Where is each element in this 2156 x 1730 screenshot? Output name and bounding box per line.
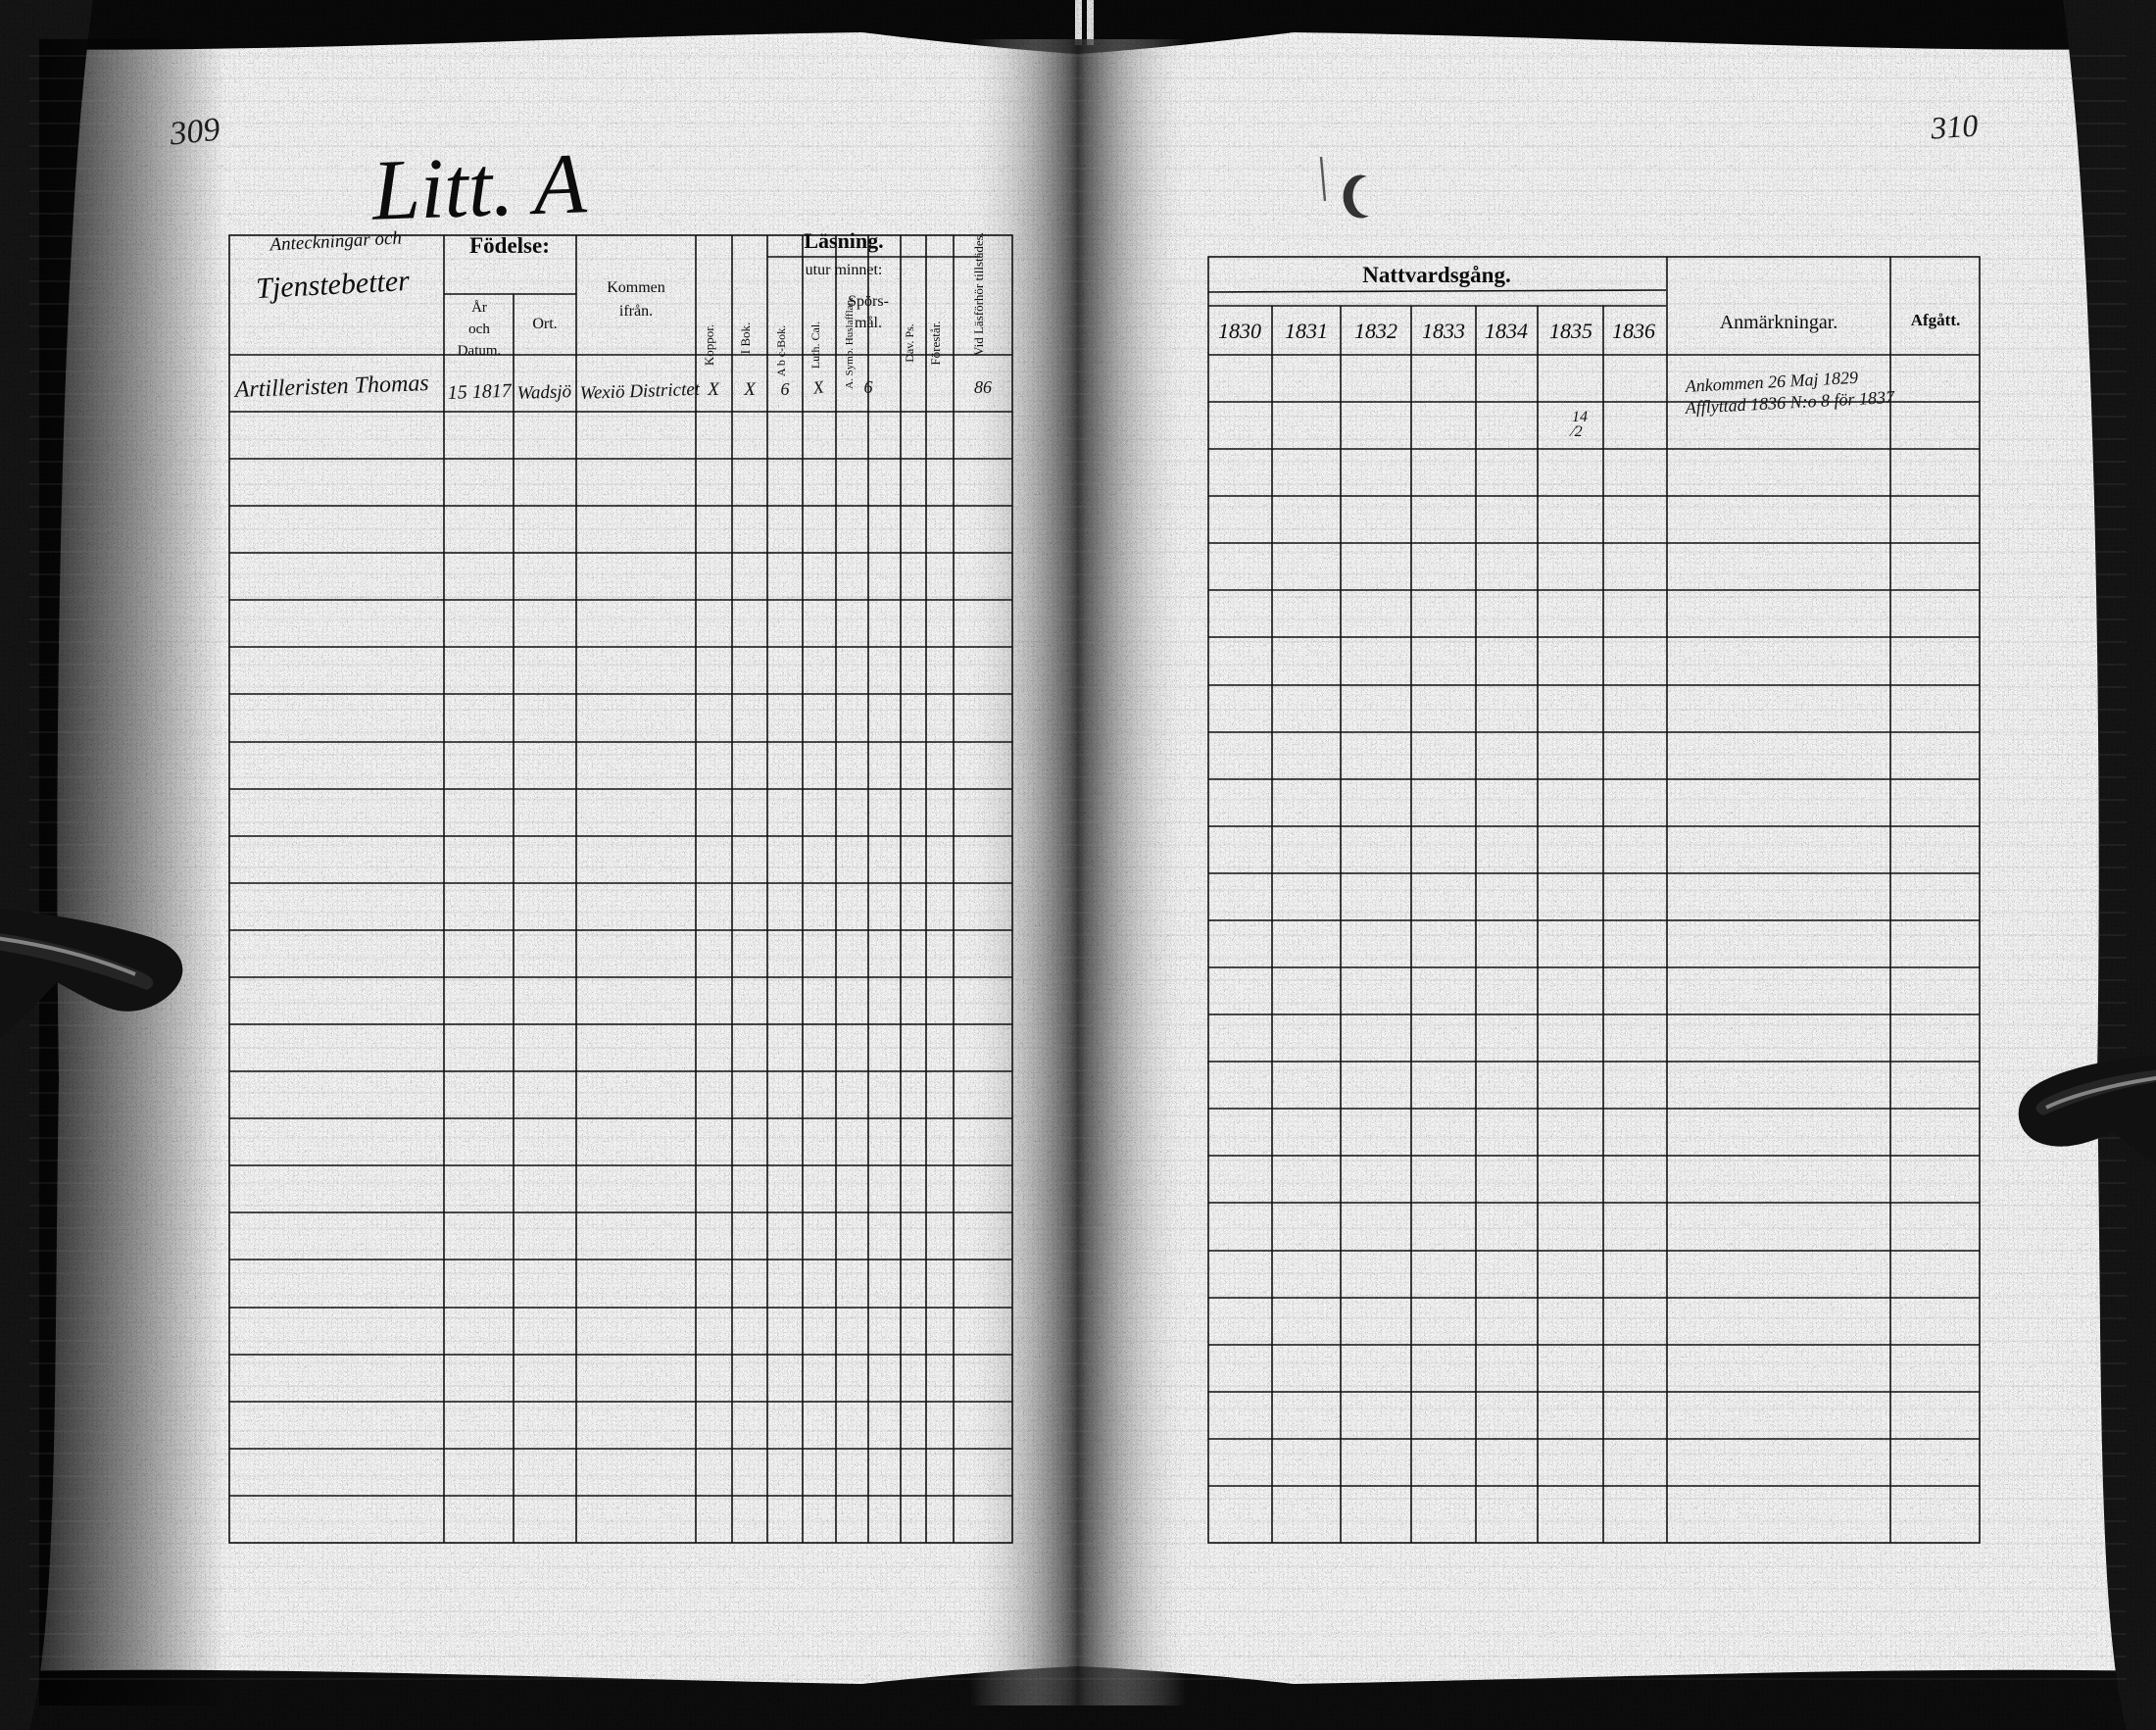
- svg-text:1831: 1831: [1285, 319, 1328, 343]
- svg-text:1833: 1833: [1422, 319, 1465, 343]
- svg-text:ifrån.: ifrån.: [619, 303, 653, 320]
- svg-text:Datum.: Datum.: [458, 343, 502, 359]
- svg-text:Kommen: Kommen: [607, 279, 665, 296]
- svg-text:310: 310: [1929, 107, 1979, 145]
- svg-text:86: 86: [974, 377, 992, 397]
- svg-text:⁄2: ⁄2: [1569, 423, 1583, 440]
- svg-text:utur minnet:: utur minnet:: [806, 262, 883, 278]
- svg-text:1834: 1834: [1485, 319, 1528, 343]
- svg-text:1832: 1832: [1354, 319, 1397, 343]
- svg-text:309: 309: [168, 111, 222, 152]
- svg-text:Nattvardsgång.: Nattvardsgång.: [1362, 263, 1510, 287]
- svg-text:Koppor.: Koppor.: [702, 324, 716, 366]
- svg-text:6: 6: [864, 377, 873, 397]
- svg-text:Förestår.: Förestår.: [928, 321, 943, 365]
- svg-text:mål.: mål.: [855, 315, 882, 331]
- svg-text:I Bok.: I Bok.: [738, 322, 753, 355]
- svg-text:Afgått.: Afgått.: [1911, 311, 1961, 329]
- svg-text:Vid Läsförhör tillstädes.: Vid Läsförhör tillstädes.: [971, 232, 986, 356]
- svg-text:X: X: [743, 379, 757, 400]
- svg-text:1835: 1835: [1549, 319, 1592, 343]
- svg-text:15 1817: 15 1817: [447, 380, 513, 404]
- svg-text:Ort.: Ort.: [532, 316, 557, 332]
- svg-text:Wexiö Districtet: Wexiö Districtet: [579, 379, 701, 404]
- svg-text:Läsning.: Läsning.: [804, 228, 883, 253]
- svg-text:1830: 1830: [1218, 319, 1261, 343]
- svg-text:6: 6: [781, 379, 790, 399]
- svg-text:Anmärkningar.: Anmärkningar.: [1720, 312, 1838, 333]
- svg-text:och: och: [468, 321, 490, 337]
- svg-text:A b c-Bok.: A b c-Bok.: [774, 325, 788, 376]
- svg-text:Födelse:: Födelse:: [469, 233, 550, 258]
- svg-text:Spörs-: Spörs-: [848, 293, 889, 310]
- svg-text:1836: 1836: [1612, 319, 1655, 343]
- svg-text:Litt. A: Litt. A: [368, 136, 589, 239]
- svg-text:A. Symb. Huslafflan.: A. Symb. Huslafflan.: [844, 297, 856, 389]
- svg-text:Dav. Ps.: Dav. Ps.: [903, 323, 916, 363]
- svg-text:X: X: [707, 379, 720, 400]
- svg-text:Wadsjö: Wadsjö: [516, 381, 571, 404]
- svg-text:År: År: [471, 300, 487, 316]
- svg-text:Luth. Cal.: Luth. Cal.: [808, 321, 822, 369]
